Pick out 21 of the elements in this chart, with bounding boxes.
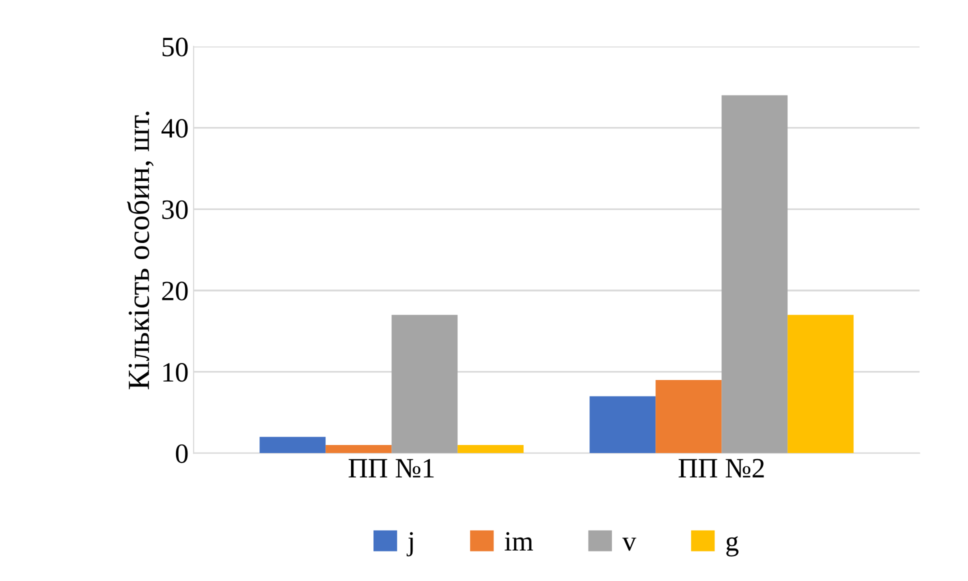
y-tick-label: 20 [162, 282, 188, 300]
y-tick-label: 10 [163, 363, 188, 382]
y-tick-label: 30 [162, 200, 188, 220]
bar [260, 436, 326, 454]
x-tick-label: ПП №1 [348, 458, 434, 478]
legend-label: g [726, 536, 738, 556]
legend-label: v [622, 538, 636, 551]
y-tick-label: 0 [176, 444, 188, 464]
legend-label: im [504, 532, 534, 550]
bar [326, 445, 392, 454]
bar [788, 314, 854, 454]
bar [656, 380, 722, 454]
y-tick-label: 50 [162, 38, 188, 56]
bar [458, 445, 524, 454]
y-axis-title: Кількість особин, шт. [127, 112, 154, 390]
bar [392, 314, 458, 454]
x-tick-label: ПП №2 [678, 458, 764, 478]
bar [722, 95, 788, 454]
bar [590, 396, 656, 454]
legend-label: j [406, 532, 413, 556]
y-tick-label: 40 [162, 118, 188, 138]
